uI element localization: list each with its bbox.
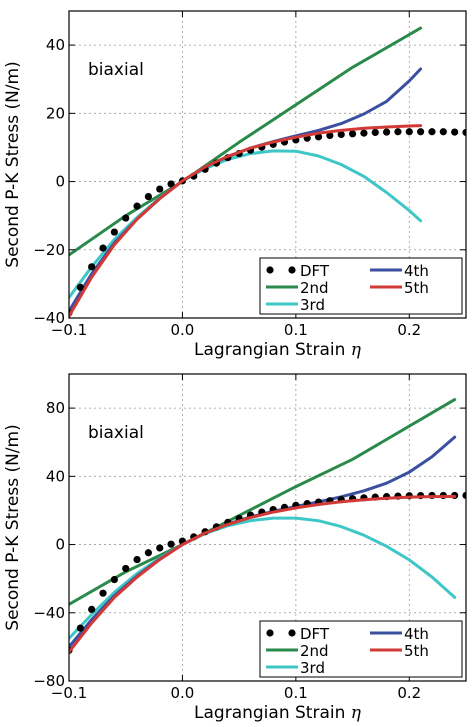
legend-marker-dft (266, 629, 274, 637)
y-tick-label: −20 (33, 241, 65, 259)
dft-point (122, 564, 130, 573)
legend-label-DFT: DFT (300, 625, 330, 643)
x-axis-symbol: η (351, 703, 362, 723)
dft-point (144, 549, 152, 557)
dft-point (167, 180, 175, 188)
legend-marker-dft (288, 266, 296, 274)
dft-point (428, 128, 436, 136)
legend-label-3rd: 3rd (300, 659, 325, 677)
dft-point (326, 131, 334, 140)
y-tick-label: 20 (46, 104, 65, 122)
annotation-label: biaxial (88, 423, 144, 443)
dft-point (383, 128, 391, 136)
dft-point (110, 575, 118, 584)
chart-panel-1: −0.1 0.0 0.1 0.2 −40 −20 0 20 40 biaxial Lagrangia… (3, 10, 467, 360)
dft-point (110, 228, 118, 236)
dft-point (360, 129, 368, 137)
dft-point (122, 214, 130, 222)
legend: DFT 4th 2nd 5th 3rd (259, 620, 463, 678)
x-axis-symbol: η (351, 340, 362, 360)
dft-point (88, 605, 96, 613)
y-tick-label: 0 (55, 536, 65, 554)
x-tick-label: −0.1 (51, 321, 87, 339)
legend: DFT 4th 2nd 5th 3rd (259, 257, 463, 315)
data-layer (69, 398, 466, 654)
dft-point (76, 283, 84, 291)
dft-point (99, 244, 107, 252)
dft-point (451, 128, 459, 136)
legend-marker-dft (288, 629, 296, 637)
x-axis-label: Lagrangian Strain η (194, 340, 362, 360)
x-tick-label: −0.1 (51, 684, 87, 702)
dft-point (133, 555, 141, 564)
legend-label-4th: 4th (404, 625, 429, 643)
legend-label-3rd: 3rd (300, 296, 325, 314)
y-axis-label: Second P-K Stress (N/m) (3, 61, 23, 267)
dft-point (133, 202, 141, 210)
x-tick-label: 0.1 (284, 684, 308, 702)
dft-point (88, 263, 96, 271)
legend-label-DFT: DFT (300, 262, 330, 280)
x-axis-label: Lagrangian Strain η (194, 703, 362, 723)
dft-point (371, 128, 379, 137)
dft-point (167, 540, 175, 548)
annotation-label: biaxial (88, 60, 144, 80)
dft-point (405, 128, 413, 136)
dft-point (144, 192, 152, 201)
y-axis-label: Second P-K Stress (N/m) (3, 424, 23, 630)
legend-label-4th: 4th (404, 262, 429, 280)
series-line-4th (69, 435, 457, 649)
series-line-5th (69, 124, 423, 318)
y-tick-label: 40 (46, 467, 65, 485)
y-tick-label: −40 (33, 604, 65, 622)
dft-point (394, 128, 402, 136)
chart-panel-2: −0.1 0.0 0.1 0.2 −80 −40 0 40 80 biaxial Lagrangia… (3, 373, 467, 723)
dft-point (337, 130, 345, 139)
x-tick-label: 0.2 (397, 684, 421, 702)
dft-point (314, 133, 323, 141)
data-layer (69, 26, 466, 318)
series-line-3rd (69, 516, 457, 640)
dft-point (462, 491, 466, 500)
y-tick-label: 40 (46, 36, 65, 54)
y-tick-label: 80 (46, 399, 65, 417)
dft-point (156, 185, 164, 193)
legend-label-5th: 5th (404, 642, 429, 660)
legend-label-2nd: 2nd (300, 279, 329, 297)
y-tick-label: −40 (33, 309, 65, 327)
legend-label-2nd: 2nd (300, 642, 329, 660)
y-tick-label: 0 (55, 173, 65, 191)
legend-label-5th: 5th (404, 279, 429, 297)
dft-point (462, 128, 466, 137)
plot-frame (68, 373, 467, 682)
x-tick-label: 0.0 (170, 684, 194, 702)
x-tick-label: 0.0 (170, 321, 194, 339)
dft-point (99, 589, 107, 597)
y-tick-label: −80 (33, 672, 65, 690)
dft-point (417, 128, 425, 136)
plot-frame (68, 10, 467, 319)
dft-point (156, 544, 164, 552)
dft-point (439, 128, 447, 136)
dft-point (76, 624, 84, 632)
x-tick-label: 0.1 (284, 321, 308, 339)
series-line-5th (69, 495, 457, 654)
legend-marker-dft (266, 266, 274, 274)
dft-point (348, 130, 357, 138)
x-tick-label: 0.2 (397, 321, 421, 339)
